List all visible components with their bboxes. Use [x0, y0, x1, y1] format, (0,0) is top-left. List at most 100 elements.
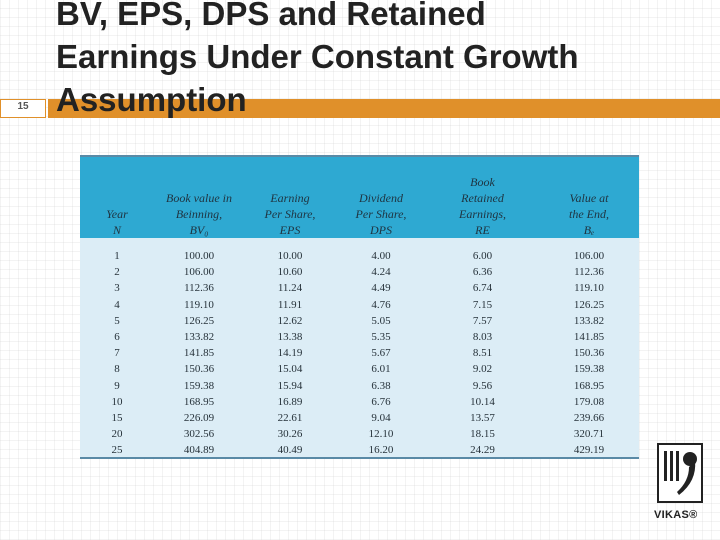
table-row: 9 159.38 15.94 6.38 9.56 168.95	[80, 378, 639, 394]
table-cell: 12.62	[277, 314, 303, 327]
table-cell: 179.08	[573, 395, 605, 408]
slide-number-box	[0, 99, 46, 118]
table-cell: 13.38	[277, 331, 303, 344]
table-cell: 404.89	[183, 444, 215, 457]
table-cell: 12.10	[368, 428, 394, 441]
table-cell: 126.25	[573, 298, 605, 311]
table-cell: 4.24	[371, 266, 391, 279]
table-row: 25 404.89 40.49 16.20 24.29 429.19	[80, 442, 639, 458]
table-cell: 150.36	[183, 363, 215, 376]
table-cell: 112.36	[574, 266, 604, 279]
data-table: Year N Book value in Beinning, BV₀ Earni…	[80, 157, 639, 458]
table-cell: 7	[114, 347, 120, 360]
table-cell: 3	[114, 282, 120, 295]
table-row: 3 112.36 11.24 4.49 6.74 119.10	[80, 280, 639, 296]
table-cell: 5.05	[371, 314, 391, 327]
logo-text: VIKAS®	[654, 509, 698, 521]
header-year: Year N	[106, 207, 128, 237]
table-row: 15 226.09 22.61 9.04 13.57 239.66	[80, 410, 639, 426]
table-cell: 24.29	[470, 444, 495, 457]
table-cell: 4.76	[371, 298, 391, 311]
table-cell: 40.49	[277, 444, 303, 457]
table-cell: 13.57	[470, 411, 495, 424]
table-cell: 141.85	[183, 347, 215, 360]
table-cell: 18.15	[470, 428, 495, 441]
table-cell: 15.94	[277, 379, 303, 392]
table-row: 6 133.82 13.38 5.35 8.03 141.85	[80, 329, 639, 345]
table-cell: 4	[114, 298, 120, 311]
table-cell: 5.67	[371, 347, 391, 360]
table-cell: 150.36	[573, 347, 605, 360]
table-cell: 133.82	[573, 314, 605, 327]
table-cell: 9	[114, 379, 120, 392]
table-cell: 11.91	[277, 298, 303, 311]
table-cell: 9.04	[371, 411, 391, 424]
table-cell: 5.35	[371, 331, 391, 344]
table-cell: 16.20	[368, 444, 394, 457]
logo-mark	[657, 443, 703, 503]
table-cell: 20	[111, 428, 123, 441]
table-cell: 1	[114, 250, 120, 263]
table-cell: 6.38	[371, 379, 391, 392]
table-cell: 159.38	[573, 363, 605, 376]
growth-table: Year N Book value in Beinning, BV₀ Earni…	[80, 155, 639, 459]
header-dps: Dividend Per Share, DPS	[355, 191, 407, 237]
table-cell: 106.00	[573, 250, 605, 263]
table-cell: 16.89	[277, 395, 303, 408]
table-cell: 302.56	[183, 428, 215, 441]
table-cell: 7.15	[472, 298, 493, 311]
table-cell: 25	[111, 444, 123, 457]
table-cell: 10.00	[277, 250, 303, 263]
table-row: 7 141.85 14.19 5.67 8.51 150.36	[80, 345, 639, 361]
table-cell: 15.04	[277, 363, 303, 376]
table-cell: 10	[111, 395, 123, 408]
table-cell: 30.26	[277, 428, 303, 441]
table-row: 5 126.25 12.62 5.05 7.57 133.82	[80, 313, 639, 329]
table-cell: 4.00	[371, 250, 391, 263]
table-cell: 6.00	[472, 250, 493, 263]
table-cell: 6.36	[472, 266, 493, 279]
table-row: 10 168.95 16.89 6.76 10.14 179.08	[80, 394, 639, 410]
table-cell: 141.85	[573, 331, 605, 344]
header-book-value: Book value in Beinning, BV₀	[166, 191, 232, 237]
table-cell: 9.02	[472, 363, 493, 376]
header-retained-earnings: Book Retained Earnings, RE	[458, 175, 506, 237]
table-cell: 6.76	[371, 395, 391, 408]
table-row: 2 106.00 10.60 4.24 6.36 112.36	[80, 264, 639, 280]
table-cell: 106.00	[183, 266, 215, 279]
table-cell: 226.09	[183, 411, 215, 424]
table-row: 1 100.00 10.00 4.00 6.00 106.00	[80, 244, 639, 264]
table-cell: 168.95	[573, 379, 605, 392]
table-row: 20 302.56 30.26 12.10 18.15 320.71	[80, 426, 639, 442]
table-cell: 10.60	[277, 266, 303, 279]
table-cell: 168.95	[183, 395, 215, 408]
table-cell: 239.66	[573, 411, 605, 424]
table-cell: 7.57	[472, 314, 493, 327]
table-cell: 6.74	[472, 282, 493, 295]
table-cell: 6	[114, 331, 120, 344]
table-cell: 100.00	[183, 250, 215, 263]
table-cell: 126.25	[183, 314, 215, 327]
table-header-band	[80, 157, 639, 238]
table-cell: 159.38	[183, 379, 215, 392]
table-cell: 320.71	[573, 428, 605, 441]
table-cell: 119.10	[574, 282, 604, 295]
table-cell: 11.24	[277, 282, 303, 295]
table-cell: 8	[114, 363, 120, 376]
table-cell: 8.51	[472, 347, 493, 360]
slide-title: BV, EPS, DPS and Retained Earnings Under…	[56, 0, 579, 118]
table-cell: 10.14	[470, 395, 495, 408]
table-cell: 112.36	[184, 282, 214, 295]
table-row: 8 150.36 15.04 6.01 9.02 159.38	[80, 361, 639, 377]
table-cell: 4.49	[371, 282, 391, 295]
header-end-value: Value at the End, Bₑ	[569, 191, 609, 237]
table-cell: 2	[114, 266, 120, 279]
header-row: Year N Book value in Beinning, BV₀ Earni…	[80, 157, 639, 244]
table-cell: 6.01	[371, 363, 391, 376]
table-cell: 133.82	[183, 331, 215, 344]
table-cell: 5	[114, 314, 120, 327]
table-cell: 9.56	[472, 379, 493, 392]
table-cell: 22.61	[277, 411, 303, 424]
vikas-logo: VIKAS®	[654, 443, 705, 523]
logo-emblem-icon	[664, 451, 697, 495]
